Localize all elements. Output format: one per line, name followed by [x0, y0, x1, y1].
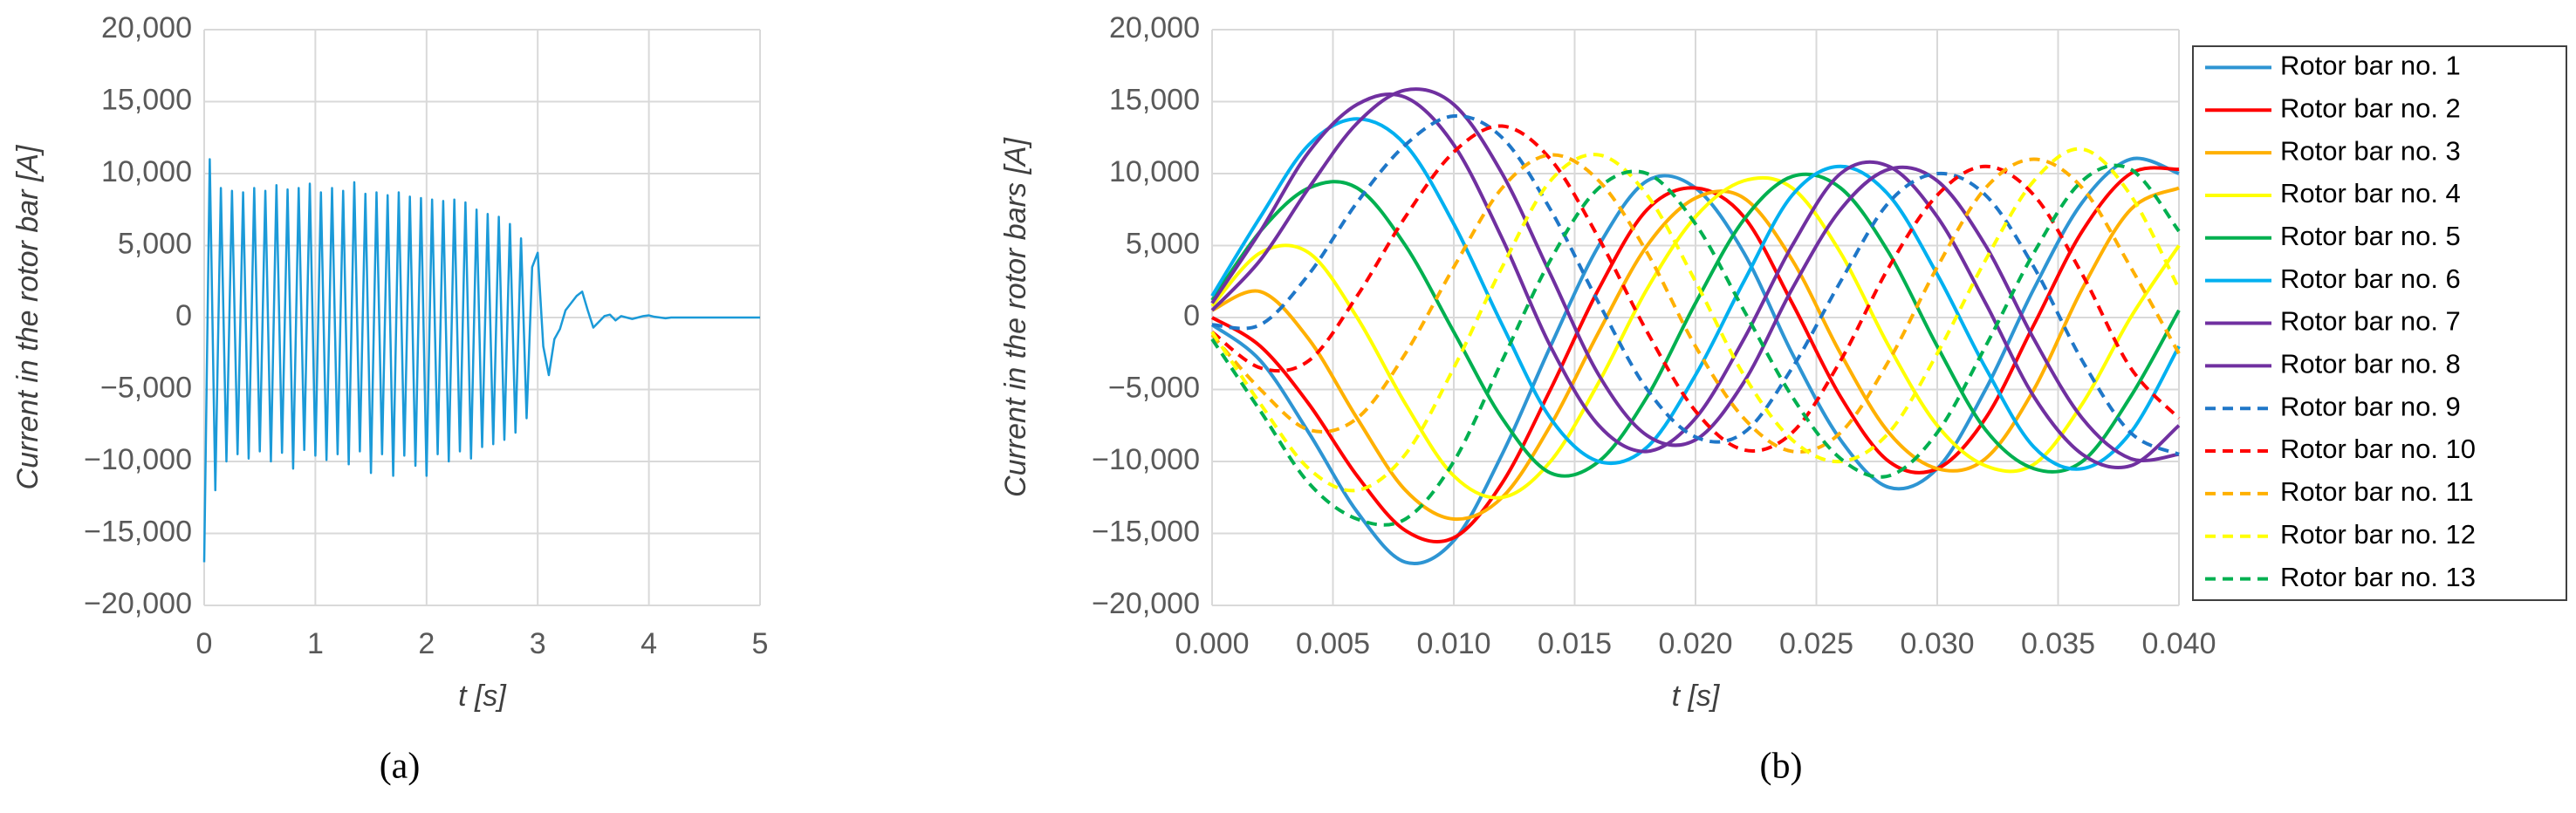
y-tick-label: −15,000 — [84, 515, 192, 548]
legend-box — [2192, 45, 2567, 601]
x-tick-label: 0.040 — [2141, 627, 2216, 660]
y-tick-label: −20,000 — [84, 587, 192, 620]
x-tick-label: 5 — [752, 627, 769, 660]
panel-label: (a) — [380, 747, 421, 787]
y-tick-label: −15,000 — [1092, 515, 1200, 548]
data-line — [1210, 166, 2180, 543]
y-tick-label: 0 — [175, 299, 192, 332]
data-line — [1210, 147, 2181, 493]
data-line — [1210, 163, 2181, 527]
y-axis-title: Current in the rotor bar [A] — [11, 144, 45, 490]
x-tick-label: 0.010 — [1416, 627, 1490, 660]
data-line — [1210, 117, 2181, 471]
y-tick-label: 15,000 — [101, 83, 192, 116]
legend-label: Rotor bar no. 2 — [2280, 92, 2461, 123]
x-axis-title: t [s] — [1672, 680, 1721, 713]
y-tick-label: −5,000 — [100, 371, 192, 404]
y-tick-label: 15,000 — [1109, 83, 1200, 116]
y-tick-label: 10,000 — [101, 155, 192, 188]
y-tick-label: 20,000 — [1109, 11, 1200, 44]
data-line — [202, 158, 760, 563]
y-tick-label: 0 — [1183, 299, 1200, 332]
data-line — [1210, 124, 2181, 453]
data-line — [1210, 92, 2181, 470]
x-tick-label: 0.030 — [1900, 627, 1974, 660]
y-tick-label: −20,000 — [1092, 587, 1200, 620]
legend-label: Rotor bar no. 3 — [2280, 135, 2461, 166]
x-tick-label: 4 — [641, 627, 657, 660]
y-tick-label: −10,000 — [84, 443, 192, 476]
y-tick-label: 10,000 — [1109, 155, 1200, 188]
x-tick-label: 0.005 — [1296, 627, 1370, 660]
legend-label: Rotor bar no. 8 — [2280, 349, 2461, 379]
legend-label: Rotor bar no. 10 — [2280, 434, 2476, 464]
y-tick-label: 20,000 — [101, 11, 192, 44]
x-tick-label: 0 — [196, 627, 213, 660]
legend-label: Rotor bar no. 7 — [2280, 306, 2461, 337]
data-line — [1210, 172, 2181, 478]
data-line — [1210, 87, 2180, 462]
legend-label: Rotor bar no. 11 — [2280, 476, 2474, 507]
x-tick-label: 0.025 — [1779, 627, 1853, 660]
legend-label: Rotor bar no. 5 — [2280, 221, 2461, 251]
legend-label: Rotor bar no. 9 — [2280, 391, 2461, 421]
x-tick-label: 0.000 — [1175, 627, 1249, 660]
x-tick-label: 0.015 — [1538, 627, 1612, 660]
legend-label: Rotor bar no. 12 — [2280, 519, 2476, 550]
y-tick-label: −5,000 — [1108, 371, 1200, 404]
data-line — [1211, 186, 2180, 522]
legend-label: Rotor bar no. 4 — [2280, 178, 2461, 208]
y-axis-title: Current in the rotor bars [A] — [999, 136, 1032, 497]
legend-label: Rotor bar no. 1 — [2280, 51, 2461, 81]
x-tick-label: 1 — [307, 627, 324, 660]
y-tick-label: −10,000 — [1092, 443, 1200, 476]
x-tick-label: 2 — [418, 627, 435, 660]
legend-label: Rotor bar no. 6 — [2280, 263, 2461, 294]
legend-label: Rotor bar no. 13 — [2280, 562, 2476, 592]
x-axis-title: t [s] — [458, 680, 507, 713]
data-line — [1211, 113, 2180, 456]
y-tick-label: 5,000 — [1126, 227, 1200, 260]
x-tick-label: 0.020 — [1658, 627, 1732, 660]
x-tick-label: 0.035 — [2021, 627, 2095, 660]
y-tick-label: 5,000 — [118, 227, 192, 260]
panel-label: (b) — [1760, 747, 1803, 787]
x-tick-label: 3 — [530, 627, 546, 660]
data-line — [1210, 153, 2181, 454]
